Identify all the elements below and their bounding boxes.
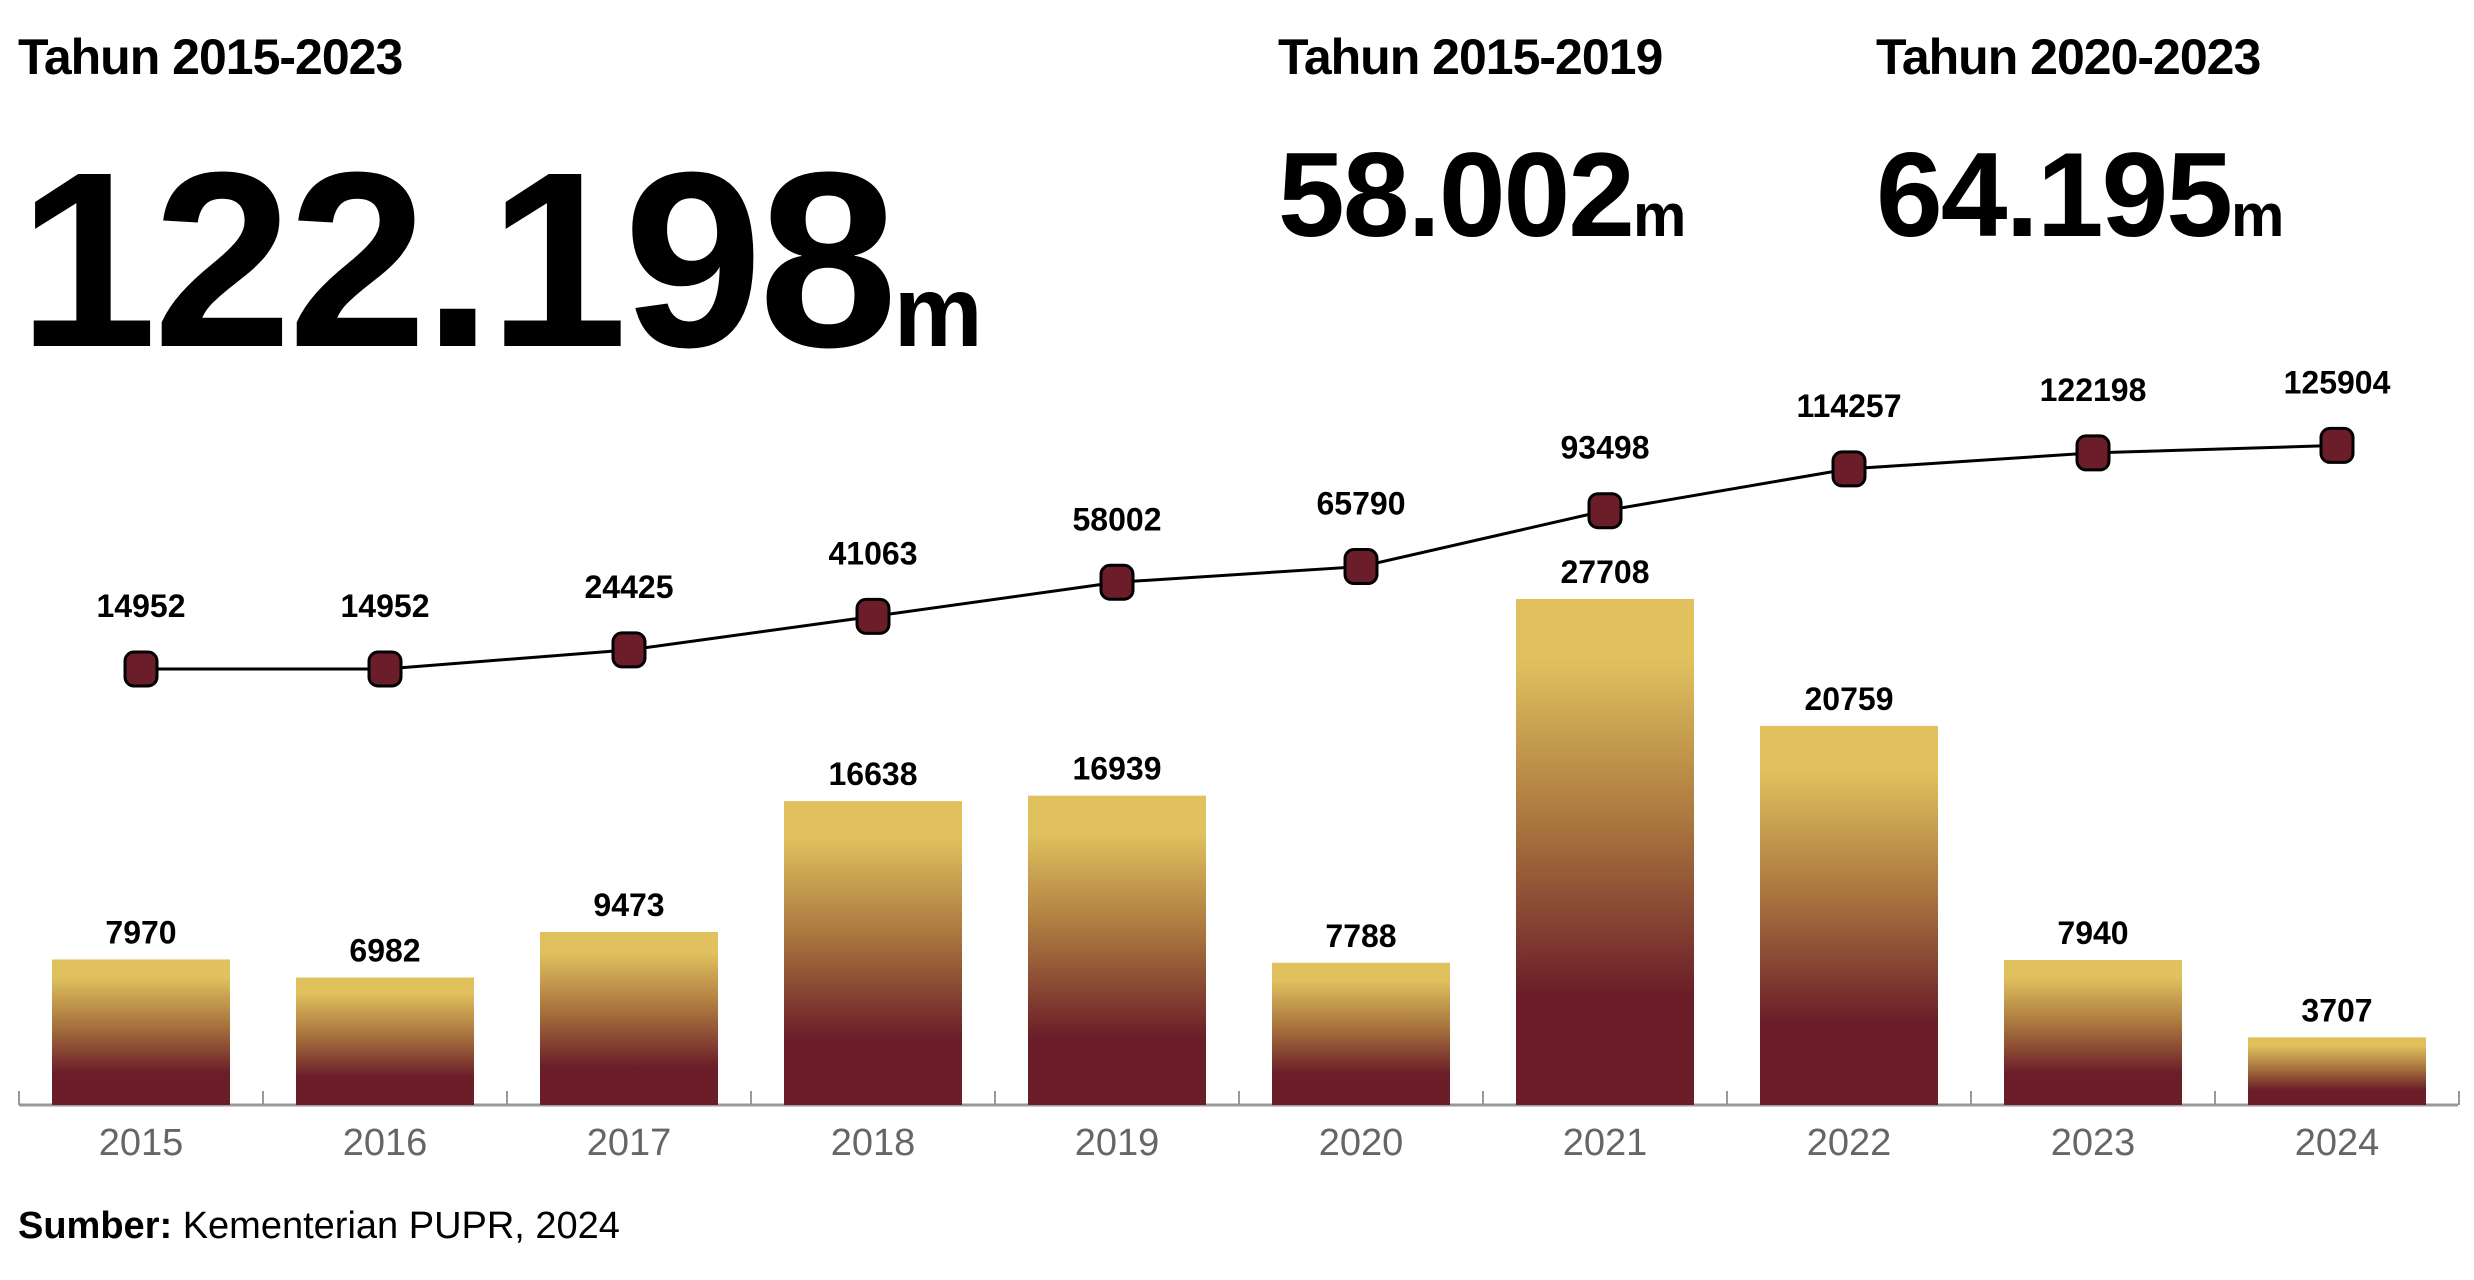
source-note: Sumber: Kementerian PUPR, 2024 [18,1205,620,1248]
total-value-unit: m [893,256,983,368]
period-1-value-unit: m [1633,182,1687,249]
period-1-label: Tahun 2015-2019 [1278,29,1663,85]
x-tick-label-2017: 2017 [587,1122,672,1164]
cumulative-value-label-2020: 65790 [1317,486,1406,522]
source-text: Kementerian PUPR, 2024 [182,1205,620,1247]
x-tick-label-2018: 2018 [831,1122,916,1164]
cumulative-marker-2024 [2319,426,2355,464]
cumulative-value-label-2017: 24425 [585,569,674,605]
cumulative-value-label-2022: 114257 [1796,388,1901,424]
x-tick-label-2015: 2015 [99,1122,184,1164]
total-value: 122.198m [18,135,983,385]
cumulative-value-label-2018: 41063 [829,535,918,571]
bar-value-label-2023: 7940 [2057,915,2128,951]
cumulative-marker-2015 [123,650,159,688]
x-tick-label-2023: 2023 [2051,1122,2136,1164]
period-1-value-number: 58.002 [1278,128,1635,262]
x-tick-label-2022: 2022 [1807,1122,1892,1164]
bar-value-label-2020: 7788 [1325,918,1396,954]
cumulative-marker-2018 [855,597,891,635]
bar-value-label-2019: 16939 [1073,751,1162,787]
bar-2021 [1516,599,1694,1105]
x-tick-label-2019: 2019 [1075,1122,1160,1164]
x-tick-label-2016: 2016 [343,1122,428,1164]
x-tick-label-2024: 2024 [2295,1122,2380,1164]
cumulative-value-label-2016: 14952 [341,588,430,624]
bar-value-label-2021: 27708 [1561,554,1650,590]
bar-2023 [2004,960,2182,1105]
bar-value-label-2016: 6982 [349,932,420,968]
bar-2015 [52,959,230,1105]
bar-2016 [296,977,474,1105]
bar-2022 [1760,725,1938,1105]
cumulative-marker-2021 [1587,492,1623,530]
cumulative-value-label-2023: 122198 [2040,372,2147,408]
bar-value-label-2018: 16638 [829,756,918,792]
cumulative-marker-2019 [1099,563,1135,601]
bar-2020 [1272,962,1450,1105]
total-period-label: Tahun 2015-2023 [18,29,403,85]
cumulative-value-label-2021: 93498 [1561,430,1650,466]
cumulative-marker-2020 [1343,548,1379,586]
bar-2017 [540,932,718,1105]
cumulative-marker-2017 [611,631,647,669]
bar-value-label-2017: 9473 [593,887,664,923]
cumulative-value-label-2024: 125904 [2284,364,2391,400]
period-1-value: 58.002m [1278,135,1686,255]
period-2-value-number: 64.195 [1876,128,2233,262]
source-label: Sumber: [18,1205,173,1247]
bar-2018 [784,801,962,1105]
bar-2019 [1028,795,1206,1105]
cumulative-marker-2023 [2075,434,2111,472]
cumulative-marker-2016 [367,650,403,688]
bar-value-label-2022: 20759 [1805,681,1894,717]
period-2-value-unit: m [2231,182,2285,249]
cumulative-value-label-2019: 58002 [1073,501,1162,537]
period-2-label: Tahun 2020-2023 [1876,29,2261,85]
cumulative-value-label-2015: 14952 [97,588,186,624]
bar-2024 [2248,1037,2426,1105]
x-tick-label-2021: 2021 [1563,1122,1648,1164]
total-value-number: 122.198 [18,120,898,399]
cumulative-line [141,443,2338,671]
period-2-value: 64.195m [1876,135,2284,255]
x-tick-label-2020: 2020 [1319,1122,1404,1164]
bar-value-label-2024: 3707 [2301,992,2372,1028]
bar-value-label-2015: 7970 [105,914,176,950]
cumulative-marker-2022 [1831,450,1867,488]
